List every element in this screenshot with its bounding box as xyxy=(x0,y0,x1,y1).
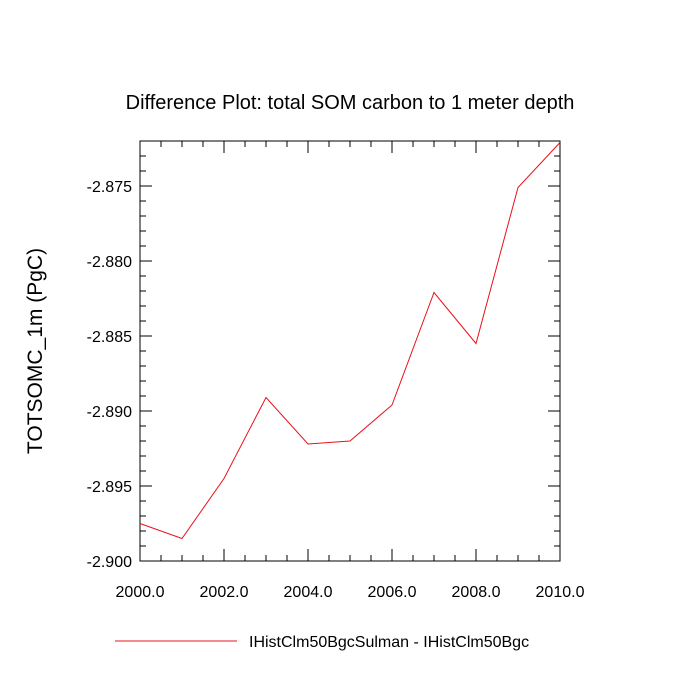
series-line xyxy=(139,142,561,540)
x-tick-label: 2002.0 xyxy=(200,584,249,601)
x-tick-label: 2008.0 xyxy=(452,584,501,601)
y-axis-ticks: -2.900 -2.895 -2.890 -2.885 -2.880 -2.875 xyxy=(87,140,560,571)
legend-label: IHistClm50BgcSulman - IHistClm50Bgc xyxy=(249,634,529,651)
x-tick-label: 2010.0 xyxy=(536,584,585,601)
y-axis-label: TOTSOMC_1m (PgC) xyxy=(24,248,47,454)
y-tick-label: -2.880 xyxy=(87,254,132,271)
y-tick-label: -2.890 xyxy=(87,404,132,421)
x-axis-ticks: 2000.0 2002.0 2004.0 2006.0 2008.0 2010.0 xyxy=(116,141,585,601)
x-tick-label: 2004.0 xyxy=(284,584,333,601)
y-tick-label: -2.875 xyxy=(87,179,132,196)
y-tick-label: -2.900 xyxy=(87,554,132,571)
legend: IHistClm50BgcSulman - IHistClm50Bgc xyxy=(115,634,529,651)
chart-title: Difference Plot: total SOM carbon to 1 m… xyxy=(126,92,575,114)
series-layer xyxy=(139,142,561,540)
x-tick-label: 2000.0 xyxy=(116,584,165,601)
x-tick-label: 2006.0 xyxy=(368,584,417,601)
plot-area-frame xyxy=(139,140,561,562)
y-tick-label: -2.895 xyxy=(87,479,132,496)
y-tick-label: -2.885 xyxy=(87,329,132,346)
